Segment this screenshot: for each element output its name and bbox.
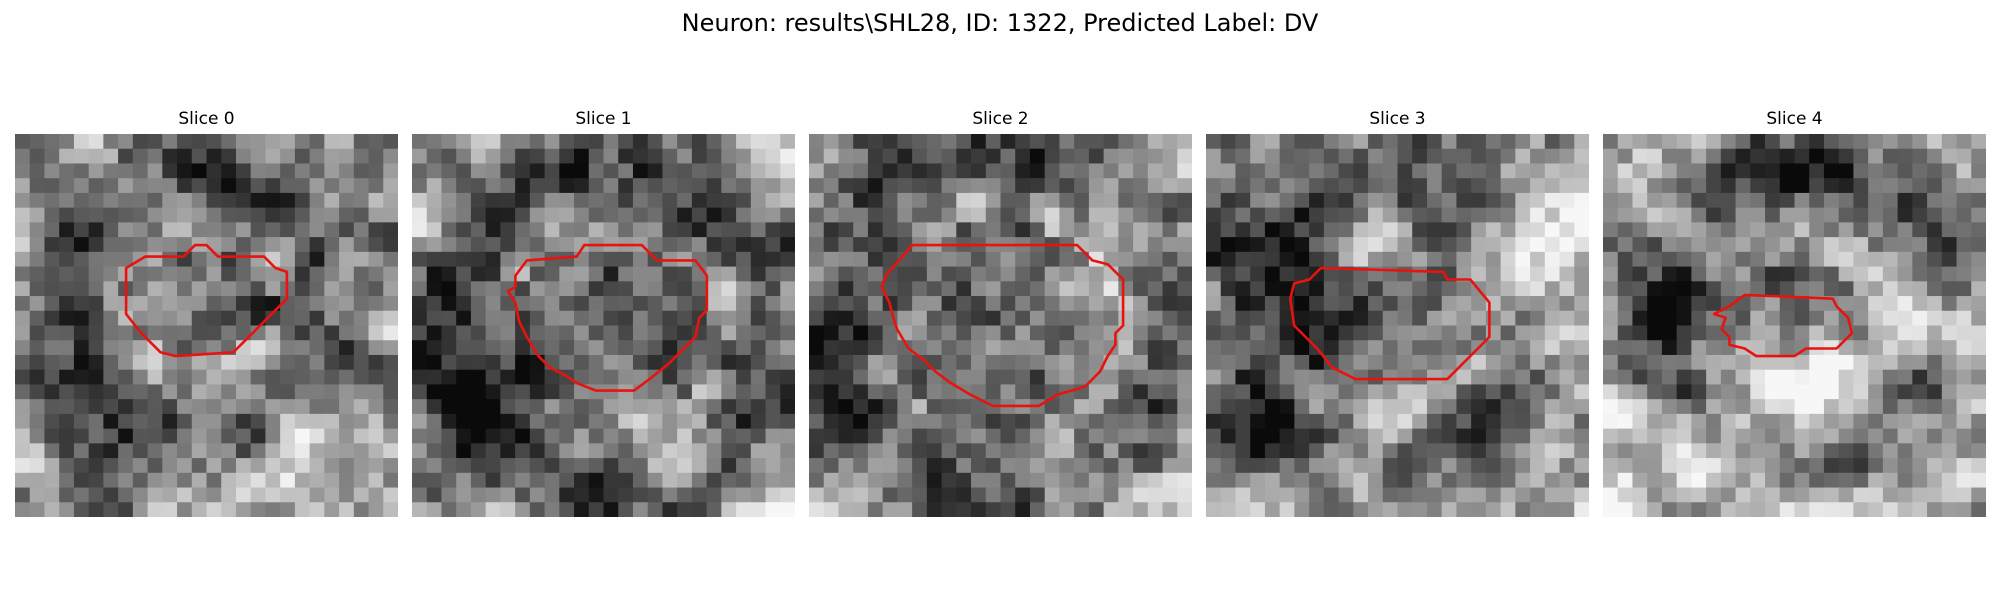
slice-image-2 — [809, 134, 1192, 517]
slice-panel-4: Slice 4 — [1603, 108, 1986, 517]
slice-title: Slice 0 — [178, 109, 235, 129]
slice-image-1 — [412, 134, 795, 517]
segmentation-contour — [124, 243, 289, 358]
pixel-texture — [412, 134, 795, 517]
slice-image-0 — [15, 134, 398, 517]
segmentation-contour — [1289, 266, 1491, 381]
slice-title: Slice 2 — [972, 109, 1029, 129]
segmentation-contour — [880, 243, 1125, 408]
slice-panel-1: Slice 1 — [412, 108, 795, 517]
slice-title: Slice 4 — [1766, 109, 1823, 129]
figure-title: Neuron: results\SHL28, ID: 1322, Predict… — [681, 9, 1319, 37]
slice-panel-0: Slice 0 — [15, 108, 398, 517]
pixel-texture — [1206, 134, 1589, 517]
slice-panel-3: Slice 3 — [1206, 108, 1589, 517]
slice-image-3 — [1206, 134, 1589, 517]
segmentation-contour — [506, 243, 709, 392]
slice-title: Slice 3 — [1369, 109, 1426, 129]
slice-panel-2: Slice 2 — [809, 108, 1192, 517]
pixel-texture — [809, 134, 1192, 517]
pixel-texture — [15, 134, 398, 517]
slice-title: Slice 1 — [575, 109, 632, 129]
segmentation-contour — [1712, 293, 1854, 358]
pixel-texture — [1603, 134, 1986, 517]
slice-image-4 — [1603, 134, 1986, 517]
